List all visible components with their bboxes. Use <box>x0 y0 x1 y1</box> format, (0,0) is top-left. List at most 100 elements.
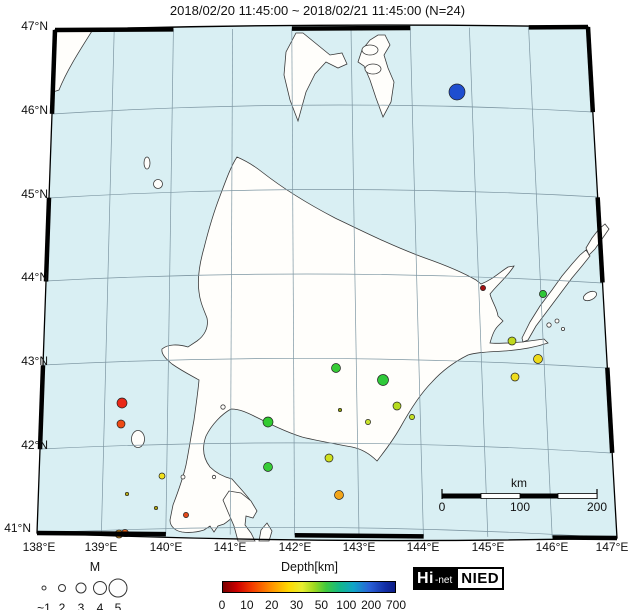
quake-dot <box>263 462 273 472</box>
depth-tick-label: 700 <box>385 598 407 610</box>
habomai-islet <box>554 318 560 324</box>
lon-label: 139°E <box>85 540 118 554</box>
islet <box>211 474 217 480</box>
quake-dot <box>124 491 130 497</box>
quake-dot <box>331 363 341 373</box>
lon-label: 145°E <box>472 540 505 554</box>
lat-label: 43°N <box>21 354 48 368</box>
lon-label: 138°E <box>23 540 56 554</box>
magnitude-size-circle <box>41 585 47 591</box>
page-title: 2018/02/20 11:45:00 ~ 2018/02/21 11:45:0… <box>169 3 466 18</box>
hinet-badge: Hi -net <box>413 567 457 590</box>
scale-bar-tick-label: 0 <box>439 500 446 514</box>
frame-segment <box>294 532 424 539</box>
lon-label: 143°E <box>343 540 376 554</box>
hinet-hi-text: Hi <box>417 569 434 587</box>
frame-segment <box>595 197 605 283</box>
habomai-islet <box>546 322 552 328</box>
magnitude-legend: ~1 2 3 4 5 <box>37 578 128 610</box>
frame-segment <box>552 535 618 541</box>
okushiri-island <box>131 430 145 448</box>
km-scale-bar <box>441 489 598 499</box>
frame-segment <box>43 197 52 282</box>
lat-label: 44°N <box>21 270 48 284</box>
lon-label: 140°E <box>150 540 183 554</box>
depth-legend-title: Depth[km] <box>281 560 338 574</box>
quake-dot <box>324 453 334 463</box>
hinet-net-text: -net <box>435 575 453 586</box>
quake-dot <box>153 505 159 511</box>
lon-label: 142°E <box>279 540 312 554</box>
parallel-line <box>51 104 594 115</box>
map-frame <box>36 24 618 542</box>
depth-tick-label: 0 <box>218 598 226 610</box>
quake-dot <box>116 397 128 409</box>
shikotan-island <box>583 290 597 302</box>
meridian-line <box>469 27 489 537</box>
quake-dot <box>116 419 126 429</box>
meridian-line <box>165 29 174 535</box>
rebun-island <box>143 156 151 170</box>
frame-segment <box>291 25 411 31</box>
meridian-line <box>409 27 424 537</box>
depth-tick-label: 50 <box>314 598 329 610</box>
quake-dot <box>365 419 371 425</box>
quake-dot <box>409 414 415 420</box>
lon-label: 141°E <box>214 540 247 554</box>
magnitude-size-label: 2 <box>59 601 66 610</box>
magnitude-legend-title: M <box>89 560 101 574</box>
lat-label: 41°N <box>4 521 31 535</box>
scale-bar-tick-label: 100 <box>510 500 530 514</box>
axis-labels: 47°N 46°N 45°N 44°N 43°N 42°N 41°N 138°E 139°E 14… <box>4 19 628 554</box>
magnitude-size-circle <box>108 578 128 598</box>
mainland-coast <box>52 29 93 93</box>
lat-lon-gridlines <box>36 27 618 539</box>
magnitude-size-circle <box>58 584 66 592</box>
hinet-nied-logo: Hi -net NIED <box>413 567 505 590</box>
depth-tick-label: 30 <box>289 598 304 610</box>
depth-colorbar-ticks: 0 10 20 30 50 100 200 700 <box>0 598 635 610</box>
quake-dot <box>539 290 547 298</box>
magnitude-size-label: 4 <box>97 601 104 610</box>
scale-bar-unit: km <box>511 476 527 490</box>
meridian-line <box>291 28 295 536</box>
islet <box>220 404 226 410</box>
meridian-line <box>528 27 553 538</box>
depth-tick-label: 100 <box>336 598 357 610</box>
hokkaido-map: 47°N 46°N 45°N 44°N 43°N 42°N 41°N 138°E 139°E 14… <box>4 19 628 554</box>
magnitude-size-circle <box>75 582 87 594</box>
meridian-line <box>101 29 115 534</box>
lat-label: 47°N <box>21 19 48 33</box>
etorofu-island <box>585 223 610 256</box>
quake-dot <box>392 401 402 411</box>
magnitude-size-label: 5 <box>115 601 122 610</box>
parallel-line <box>45 273 603 284</box>
frame-segment <box>37 365 46 450</box>
quake-dot <box>334 490 344 500</box>
lat-label: 45°N <box>21 187 48 201</box>
quake-dot <box>337 407 343 413</box>
quake-dot <box>377 374 389 386</box>
frame-segment <box>605 367 615 453</box>
depth-tick-label: 20 <box>265 598 279 610</box>
sakhalin-west <box>283 32 348 123</box>
sakhalin-lagoon <box>364 63 382 75</box>
lat-label: 42°N <box>21 438 48 452</box>
kunashiri-island <box>521 249 591 343</box>
habomai-islet <box>561 326 566 331</box>
quake-dot <box>507 336 517 346</box>
meridian-line <box>229 28 233 535</box>
parallel-line <box>39 442 612 454</box>
depth-tick-label: 200 <box>361 598 382 610</box>
magnitude-size-label: ~1 <box>37 601 51 610</box>
frame-segment <box>36 530 166 537</box>
sakhalin-lagoon <box>361 44 379 56</box>
lon-label: 147°E <box>596 540 629 554</box>
magnitude-size-label: 3 <box>78 601 85 610</box>
quake-dot <box>448 83 466 101</box>
quake-dot <box>480 285 486 291</box>
honshu-shimokita <box>222 490 258 542</box>
quake-dot <box>158 472 166 480</box>
lat-label: 46°N <box>21 103 48 117</box>
